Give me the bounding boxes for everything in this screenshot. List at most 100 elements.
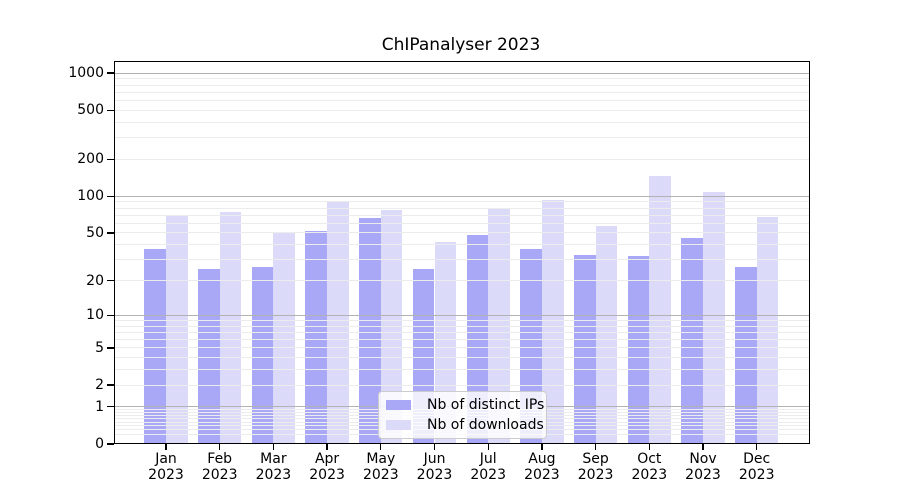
x-tick-mark (433, 444, 436, 450)
bar-ips-feb (198, 269, 220, 444)
x-tick-label: Oct 2023 (631, 451, 668, 483)
minor-gridline (113, 207, 810, 209)
y-tick-label: 50 (86, 224, 104, 241)
minor-gridline (113, 319, 810, 321)
x-tick-mark (756, 444, 758, 450)
x-tick-label: Sep 2023 (577, 451, 614, 483)
y-tick-mark (106, 443, 114, 445)
minor-gridline (113, 280, 810, 282)
x-tick-mark (165, 444, 167, 450)
minor-gridline (113, 339, 810, 341)
y-tick-label: 200 (77, 151, 104, 168)
x-tick-mark (272, 444, 275, 450)
x-tick-label: Jun 2023 (416, 451, 453, 483)
minor-gridline (113, 84, 810, 86)
legend: Nb of distinct IPs Nb of downloads (378, 391, 547, 439)
legend-item-downloads: Nb of downloads (386, 417, 544, 433)
bar-ips-jan (144, 248, 166, 444)
y-tick-mark (106, 406, 114, 408)
y-tick-label: 2 (95, 377, 104, 394)
x-tick-mark (219, 444, 221, 450)
y-tick-label: 1 (95, 398, 104, 415)
minor-gridline (113, 91, 810, 93)
y-tick-label: 5 (95, 339, 104, 356)
major-gridline (113, 195, 810, 197)
x-tick-mark (648, 444, 650, 450)
legend-item-distinct-ips: Nb of distinct IPs (386, 397, 544, 413)
legend-label: Nb of downloads (427, 417, 544, 433)
bar-ips-nov (681, 238, 703, 444)
bar-downloads-apr (327, 200, 349, 444)
legend-label: Nb of distinct IPs (427, 397, 545, 413)
x-tick-label: Dec 2023 (738, 451, 775, 483)
y-tick-mark (106, 384, 114, 386)
minor-gridline (113, 78, 810, 80)
major-gridline (113, 72, 810, 74)
x-tick-label: Nov 2023 (685, 451, 721, 483)
x-tick-label: Feb 2023 (201, 451, 238, 483)
minor-gridline (113, 325, 810, 327)
bar-downloads-feb (219, 211, 242, 444)
y-tick-label: 500 (77, 102, 104, 119)
minor-gridline (113, 259, 810, 261)
minor-gridline (113, 244, 810, 246)
bar-downloads-oct (649, 175, 671, 444)
y-tick-label: 1000 (68, 65, 104, 82)
y-tick-mark (106, 72, 114, 74)
minor-gridline (113, 232, 810, 234)
minor-gridline (113, 384, 810, 386)
x-tick-label: Aug 2023 (524, 451, 560, 483)
y-tick-mark (106, 314, 114, 316)
major-gridline (113, 314, 810, 316)
minor-gridline (113, 357, 810, 359)
bar-ips-oct (627, 256, 650, 444)
y-tick-label: 0 (95, 436, 104, 452)
x-tick-mark (594, 444, 597, 450)
bar-ips-apr (305, 230, 328, 444)
minor-gridline (113, 347, 810, 349)
bar-downloads-mar (273, 232, 296, 444)
minor-gridline (113, 222, 810, 224)
minor-gridline (113, 201, 810, 203)
x-tick-mark (702, 444, 704, 450)
minor-gridline (113, 214, 810, 216)
y-tick-label: 100 (77, 188, 104, 205)
x-tick-label: May 2023 (362, 451, 399, 483)
x-tick-label: Jan 2023 (148, 451, 184, 483)
bar-ips-dec (735, 267, 757, 444)
bar-downloads-aug (541, 200, 564, 444)
minor-gridline (113, 100, 810, 102)
y-tick-mark (106, 158, 114, 160)
bar-ips-sep (573, 254, 596, 444)
minor-gridline (113, 109, 810, 111)
bar-downloads-may (380, 210, 403, 444)
x-tick-mark (541, 444, 543, 450)
y-tick-mark (106, 279, 114, 282)
bar-ips-may (359, 218, 381, 444)
bar-ips-mar (251, 267, 274, 444)
bar-downloads-dec (756, 216, 779, 444)
x-tick-mark (487, 444, 489, 450)
minor-gridline (113, 369, 810, 371)
y-tick-mark (106, 232, 114, 234)
bar-downloads-jan (166, 215, 188, 444)
chart-title: ChIPanalyser 2023 (381, 35, 541, 55)
downloads-color-swatch (386, 420, 411, 430)
plot-frame (113, 60, 810, 444)
minor-gridline (113, 137, 810, 139)
y-tick-label: 10 (86, 307, 104, 324)
x-tick-label: Mar 2023 (255, 451, 292, 483)
ips-color-swatch (386, 400, 411, 410)
x-tick-label: Jul 2023 (470, 451, 506, 483)
bar-downloads-nov (703, 192, 725, 444)
x-tick-mark (326, 444, 328, 450)
x-tick-label: Apr 2023 (309, 451, 345, 483)
y-tick-mark (106, 109, 114, 111)
y-tick-mark (106, 195, 114, 197)
minor-gridline (113, 158, 810, 160)
y-tick-label: 20 (86, 272, 104, 289)
y-tick-mark (106, 347, 114, 349)
minor-gridline (113, 121, 810, 123)
x-tick-mark (380, 444, 382, 450)
